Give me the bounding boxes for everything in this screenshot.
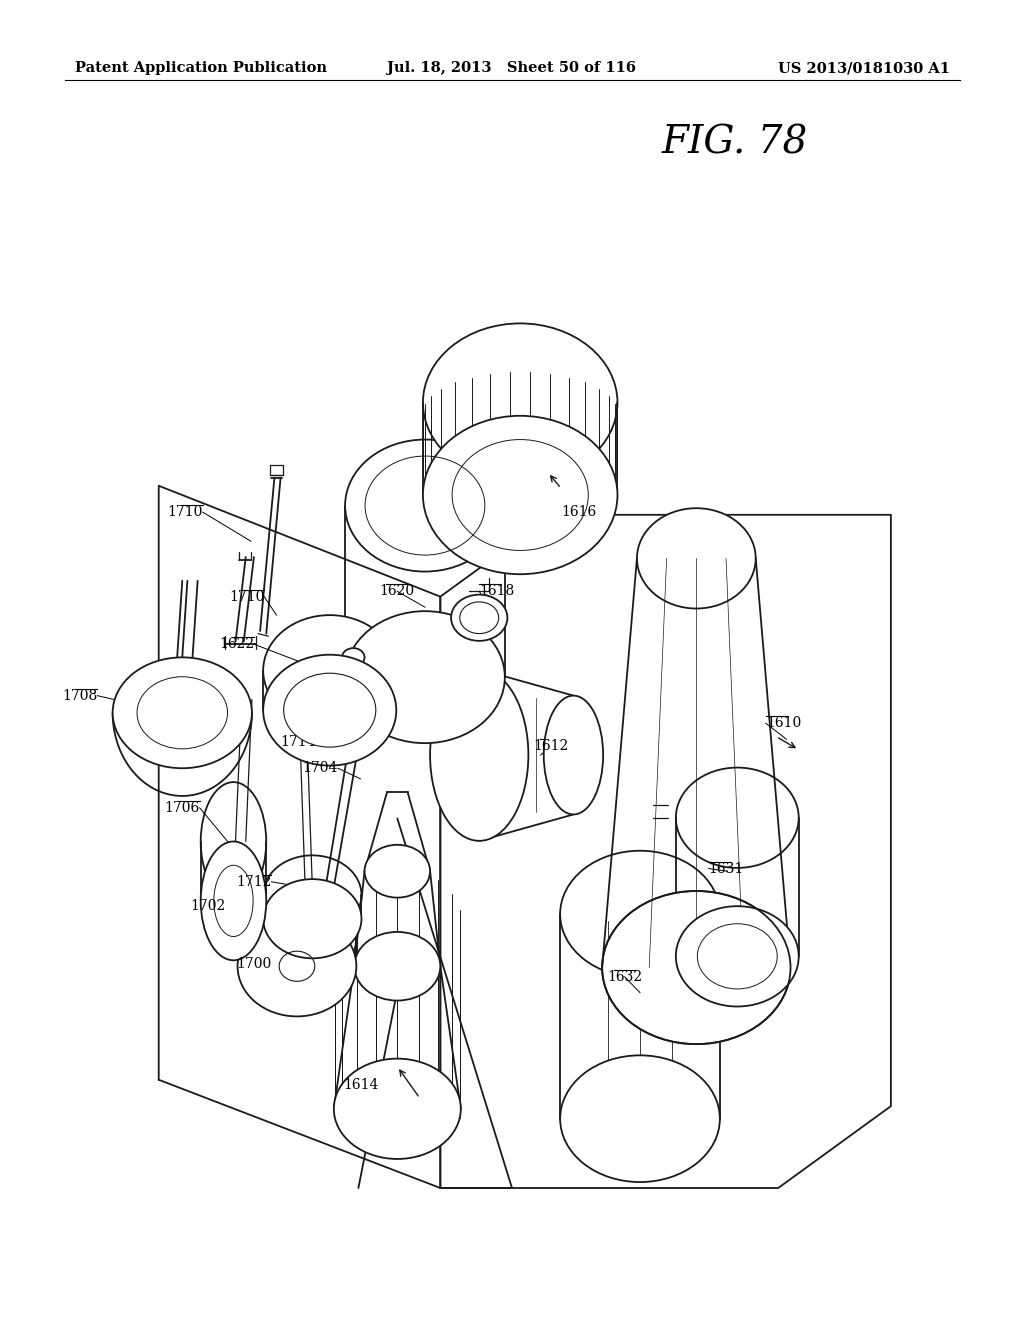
Ellipse shape [423,323,617,482]
Text: 1618: 1618 [479,585,514,598]
Text: FIG. 78: FIG. 78 [662,124,808,161]
Text: 1614: 1614 [343,1078,379,1092]
Ellipse shape [676,907,799,1006]
Ellipse shape [284,673,376,747]
Ellipse shape [637,508,756,609]
Text: 1704: 1704 [302,762,338,775]
Text: 1616: 1616 [561,506,596,519]
Ellipse shape [345,611,505,743]
Text: 1706: 1706 [165,801,200,814]
Ellipse shape [263,615,396,726]
Ellipse shape [345,440,505,572]
Ellipse shape [602,891,791,1044]
Text: 1712: 1712 [236,875,271,888]
Text: 1620: 1620 [380,585,415,598]
Ellipse shape [451,594,508,642]
Text: 1714: 1714 [280,735,315,748]
Ellipse shape [263,879,361,958]
Ellipse shape [430,669,528,841]
Ellipse shape [201,842,266,961]
Text: 1710: 1710 [228,590,264,603]
Text: 1708: 1708 [62,689,97,702]
Ellipse shape [560,1056,720,1183]
Ellipse shape [342,648,365,667]
Text: 1610: 1610 [766,717,801,730]
Text: 1631: 1631 [709,862,743,875]
Text: 1710: 1710 [167,506,203,519]
Ellipse shape [263,855,361,935]
Ellipse shape [263,655,396,766]
Text: US 2013/0181030 A1: US 2013/0181030 A1 [778,61,950,75]
Ellipse shape [113,657,252,768]
Text: Patent Application Publication: Patent Application Publication [75,61,327,75]
Text: Jul. 18, 2013   Sheet 50 of 116: Jul. 18, 2013 Sheet 50 of 116 [387,61,637,75]
Text: 1702: 1702 [190,899,225,912]
Ellipse shape [201,781,266,902]
Ellipse shape [238,916,356,1016]
Ellipse shape [544,696,603,814]
Ellipse shape [354,932,440,1001]
Text: 1622: 1622 [219,638,254,651]
Ellipse shape [560,851,720,977]
Ellipse shape [423,416,617,574]
Text: 1612: 1612 [534,739,568,752]
Ellipse shape [365,845,430,898]
Text: 1632: 1632 [607,970,642,983]
Ellipse shape [334,1059,461,1159]
Text: 1700: 1700 [237,957,271,970]
Ellipse shape [238,887,356,987]
Ellipse shape [676,768,799,869]
